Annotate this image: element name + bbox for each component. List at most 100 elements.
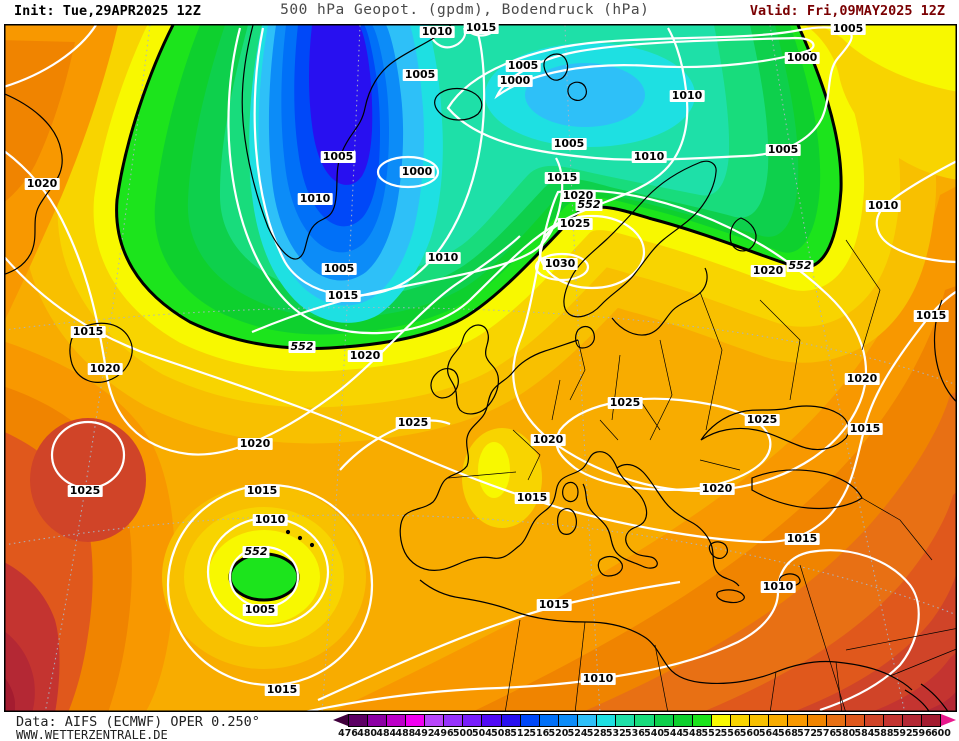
pressure-contour-label: 1015 xyxy=(784,532,820,545)
colorbar-tick-label: 512 xyxy=(510,728,531,739)
page-title: 500 hPa Geopot. (gpdm), Bodendruck (hPa) xyxy=(280,2,650,18)
pressure-contour-label: 1025 xyxy=(607,396,643,409)
colorbar-tick-label: 588 xyxy=(873,728,894,739)
pressure-contour-label: 1015 xyxy=(847,422,883,435)
colorbar-cell xyxy=(749,714,770,727)
pressure-contour-label: 1010 xyxy=(669,89,705,102)
colorbar-cell xyxy=(596,714,617,727)
colorbar-tick-label: 520 xyxy=(548,728,569,739)
colorbar-cell xyxy=(577,714,598,727)
colorbar-cell xyxy=(806,714,827,727)
pressure-contour-label: 1015 xyxy=(514,491,550,504)
colorbar-tick-label: 580 xyxy=(835,728,856,739)
pressure-contour-label: 1015 xyxy=(544,171,580,184)
colorbar-tick-label: 544 xyxy=(663,728,684,739)
pressure-contour-label: 1030 xyxy=(542,257,578,270)
geopotential-552-label: 552 xyxy=(288,340,316,353)
colorbar-cell xyxy=(902,714,923,727)
pressure-contour-label: 1015 xyxy=(244,484,280,497)
colorbar-tick-label: 568 xyxy=(778,728,798,739)
colorbar-cell xyxy=(672,714,693,727)
colorbar-cell xyxy=(404,714,425,727)
pressure-contour-label: 1005 xyxy=(402,68,438,81)
pressure-contour-label: 1010 xyxy=(252,513,288,526)
colorbar-cell xyxy=(519,714,540,727)
colorbar-cell xyxy=(921,714,942,727)
colorbar-cell xyxy=(863,714,885,727)
data-source-label: Data: AIFS (ECMWF) OPER 0.250° xyxy=(16,714,260,730)
colorbar-cell xyxy=(462,714,483,727)
colorbar-tick-label: 500 xyxy=(452,728,473,739)
map-canvas xyxy=(4,24,957,712)
pressure-contour-label: 1015 xyxy=(325,289,361,302)
colorbar-tick-label: 540 xyxy=(644,728,664,739)
colorbar-tick-label: 480 xyxy=(357,728,378,739)
geopotential-552-label: 552 xyxy=(786,259,814,272)
geopotential-552-contour xyxy=(115,24,843,350)
colorbar-tick-label: 556 xyxy=(720,728,741,739)
colorbar-cell xyxy=(347,714,368,727)
colorbar-tick-label: 572 xyxy=(797,728,818,739)
pressure-contour-label: 1000 xyxy=(497,74,533,87)
pressure-contour-label: 1015 xyxy=(70,325,106,338)
colorbar-tick-label: 488 xyxy=(395,728,416,739)
pressure-contour-label: 1020 xyxy=(24,177,60,190)
pressure-contour-label: 1020 xyxy=(347,349,383,362)
colorbar-tick-label: 576 xyxy=(816,728,837,739)
colorbar-cell xyxy=(557,714,579,727)
pressure-contour-label: 1015 xyxy=(913,309,949,322)
geopotential-552-label: 552 xyxy=(575,198,603,211)
pressure-contour-label: 1005 xyxy=(830,22,866,35)
colorbar-tick-label: 528 xyxy=(586,728,607,739)
pressure-contour-label: 1010 xyxy=(760,580,796,593)
geopotential-552-label: 552 xyxy=(242,545,270,558)
colorbar-cell xyxy=(634,714,655,727)
pressure-contour-label: 1010 xyxy=(297,192,333,205)
colorbar-left-arrow xyxy=(333,714,348,726)
colorbar-cell xyxy=(883,714,904,727)
colorbar-cell xyxy=(691,714,712,727)
pressure-contour-label: 1010 xyxy=(631,150,667,163)
pressure-contour-label: 1005 xyxy=(505,59,541,72)
colorbar-tick-label: 600 xyxy=(931,728,951,739)
header-bar: Init: Tue,29APR2025 12Z 500 hPa Geopot. … xyxy=(0,0,959,24)
pressure-contour-label: 1020 xyxy=(87,362,123,375)
pressure-contour-label: 1010 xyxy=(580,672,616,685)
colorbar-cell xyxy=(538,714,559,727)
colorbar-tick-label: 592 xyxy=(892,728,913,739)
geopotential-fill-layer xyxy=(4,24,957,712)
pressure-contour-label: 1005 xyxy=(551,137,587,150)
colorbar-cell xyxy=(653,714,674,727)
colorbar-tick-label: 476 xyxy=(338,728,358,739)
pressure-contour-label: 1010 xyxy=(419,25,455,38)
pressure-contour-label: 1025 xyxy=(744,413,780,426)
pressure-contour-label: 1020 xyxy=(699,482,735,495)
pressure-contour-label: 1025 xyxy=(67,484,103,497)
pressure-contour-label: 1025 xyxy=(557,217,593,230)
colorbar-tick-label: 560 xyxy=(739,728,760,739)
colorbar-tick-label: 504 xyxy=(471,728,492,739)
pressure-contour-label: 1000 xyxy=(399,165,435,178)
colorbar-tick-label: 548 xyxy=(682,728,703,739)
colorbar-cell xyxy=(844,714,865,727)
colorbar-cell xyxy=(443,714,464,727)
pressure-contour-label: 1005 xyxy=(765,143,801,156)
colorbar-tick-label: 584 xyxy=(854,728,875,739)
country-borders xyxy=(447,239,957,712)
colorbar-cell xyxy=(481,714,502,727)
pressure-contour-label: 1005 xyxy=(242,603,278,616)
colorbar-tick-label: 596 xyxy=(911,728,932,739)
colorbar-tick-label: 496 xyxy=(433,728,454,739)
pressure-contour-label: 1020 xyxy=(844,372,880,385)
colorbar-cell xyxy=(768,714,789,727)
colorbar-tick-label: 484 xyxy=(376,728,397,739)
colorbar-cell xyxy=(825,714,846,727)
colorbar-cell xyxy=(787,714,808,727)
pressure-contour-label: 1000 xyxy=(784,51,820,64)
colorbar-tick-label: 508 xyxy=(491,728,511,739)
valid-time-label: Valid: Fri,09MAY2025 12Z xyxy=(749,3,945,19)
colorbar-tick-label: 492 xyxy=(414,728,435,739)
pressure-contour-label: 1015 xyxy=(463,21,499,34)
colorbar-right-arrow xyxy=(941,714,957,726)
